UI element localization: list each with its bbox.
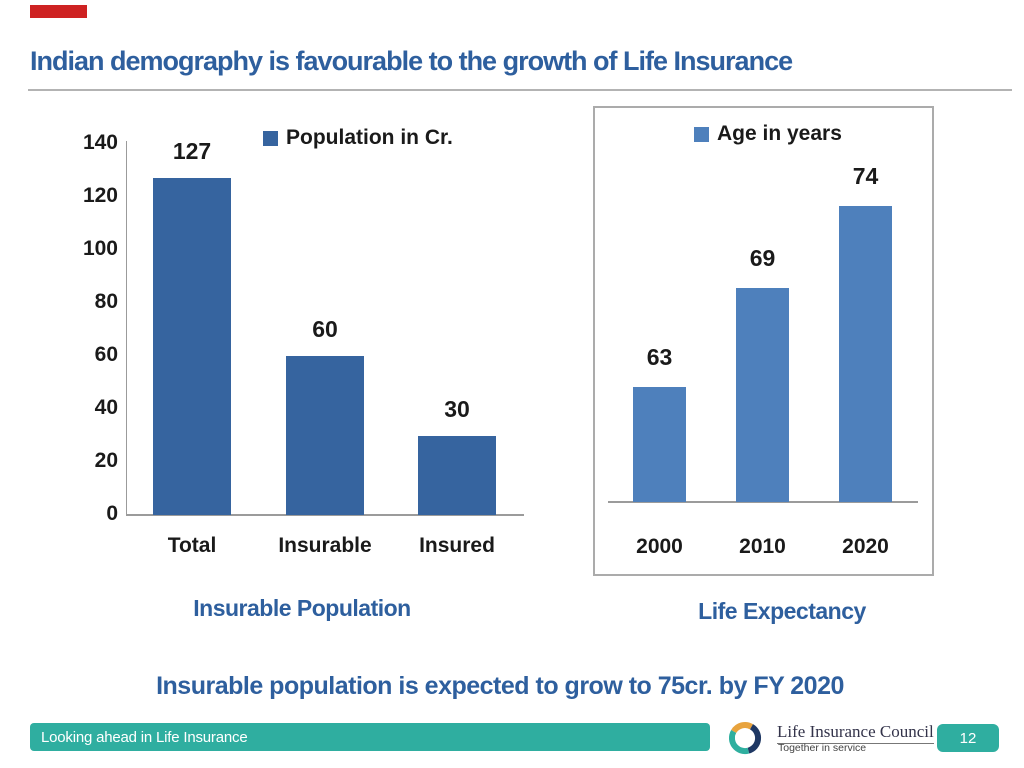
bar-2000	[633, 386, 686, 502]
population-y-axis-line	[126, 141, 127, 515]
bar-Total	[153, 178, 231, 515]
page-title: Indian demography is favourable to the g…	[30, 46, 793, 76]
page-number-badge: 12	[937, 724, 999, 752]
y-tick-label: 0	[106, 502, 118, 525]
footer-banner: Looking ahead in Life Insurance	[30, 723, 710, 751]
y-tick-label: 120	[82, 184, 118, 207]
key-statement: Insurable population is expected to grow…	[156, 672, 844, 700]
red-accent-marker	[30, 5, 87, 18]
org-name: Life Insurance Council	[777, 722, 934, 744]
bar-value-label: 60	[312, 316, 338, 342]
bar-Insured	[418, 435, 496, 515]
bar-value-label: 69	[749, 245, 776, 272]
category-label: 2000	[636, 535, 683, 558]
category-label: Total	[167, 534, 217, 557]
y-tick-label: 60	[94, 343, 118, 366]
y-tick-label: 80	[94, 290, 118, 313]
category-label: Insured	[419, 534, 495, 557]
title-divider	[28, 89, 1012, 91]
legend-swatch-age	[694, 126, 709, 142]
org-tagline: Together in service	[778, 742, 867, 754]
y-tick-label: 20	[94, 449, 118, 472]
bar-2020	[839, 205, 892, 502]
legend-label-population: Population in Cr.	[286, 126, 453, 149]
bar-value-label: 74	[852, 162, 879, 189]
population-x-axis-line	[126, 514, 524, 516]
y-tick-label: 140	[82, 131, 118, 154]
legend-swatch-population	[263, 130, 278, 146]
bar-value-label: 63	[646, 343, 673, 370]
population-chart-legend: Population in Cr.	[263, 126, 453, 150]
caption-life-expectancy: Life Expectancy	[698, 598, 866, 624]
y-tick-label: 100	[82, 237, 118, 260]
life-insurance-council-logo-icon	[729, 722, 762, 755]
caption-insurable-population: Insurable Population	[193, 595, 411, 621]
bar-Insurable	[286, 356, 364, 515]
life-expectancy-chart-legend: Age in years	[694, 122, 842, 146]
category-label: Insurable	[278, 534, 372, 557]
bar-value-label: 30	[444, 395, 470, 422]
legend-label-age: Age in years	[717, 122, 842, 145]
bar-2010	[736, 288, 789, 502]
y-tick-label: 40	[94, 396, 118, 419]
category-label: 2020	[842, 535, 889, 558]
bar-value-label: 127	[172, 138, 212, 165]
life-expectancy-baseline	[608, 501, 918, 503]
page-number: 12	[959, 729, 977, 747]
footer-banner-text: Looking ahead in Life Insurance	[41, 728, 248, 746]
category-label: 2010	[739, 535, 786, 558]
